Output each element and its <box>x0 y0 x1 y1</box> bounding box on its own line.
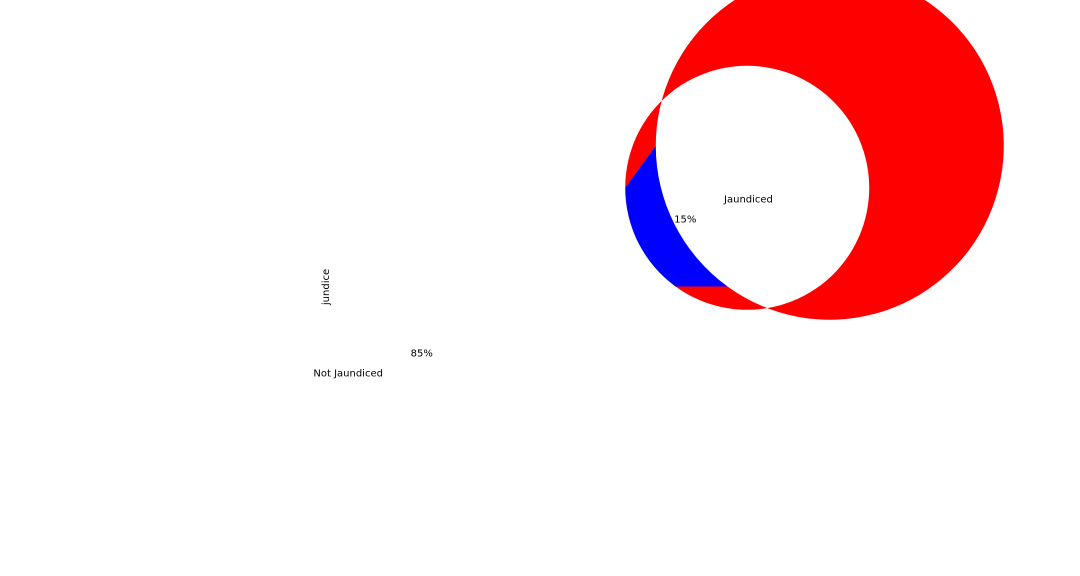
y-axis-label: jundice <box>321 269 332 306</box>
slice-pct-jaundiced: 15% <box>674 214 696 225</box>
slice-jaundiced <box>625 145 728 287</box>
slice-pct-not-jaundiced: 85% <box>411 349 433 360</box>
label-group: Not Jaundiced 85% Jaundiced 15% <box>313 195 773 380</box>
slice-label-not-jaundiced: Not Jaundiced <box>313 368 383 379</box>
slice-label-jaundiced: Jaundiced <box>723 195 773 206</box>
slice-group <box>625 0 1004 320</box>
slice-not-jaundiced <box>625 0 1004 320</box>
